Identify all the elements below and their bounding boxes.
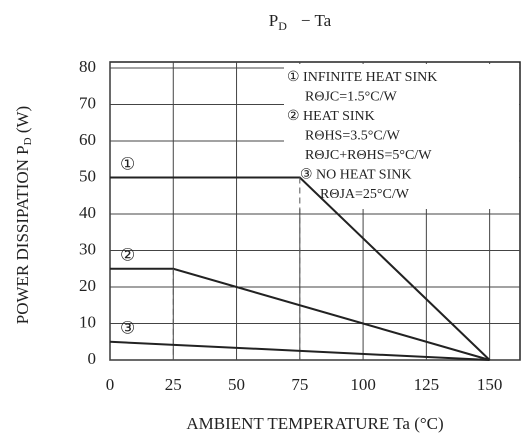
y-label-main: POWER DISSIPATION P bbox=[13, 145, 32, 324]
y-label-sub: D bbox=[22, 137, 34, 145]
y-tick-label: 60 bbox=[79, 130, 96, 149]
chart-title: PD − Ta bbox=[269, 11, 332, 33]
y-tick-label: 30 bbox=[79, 239, 96, 258]
title-rest: − Ta bbox=[301, 11, 332, 30]
x-tick-label: 125 bbox=[414, 375, 440, 394]
y-tick-label: 80 bbox=[79, 57, 96, 76]
annotation: ② HEAT SINK bbox=[287, 109, 375, 124]
series-label: ③ bbox=[120, 319, 135, 338]
legend-box bbox=[284, 64, 519, 209]
annotation: RΘJC=1.5°C/W bbox=[305, 90, 397, 105]
x-tick-label: 25 bbox=[165, 375, 182, 394]
annotation: RΘHS=3.5°C/W bbox=[305, 129, 401, 144]
y-tick-label: 20 bbox=[79, 276, 96, 295]
series-label: ① bbox=[120, 154, 135, 173]
title-main: P bbox=[269, 11, 278, 30]
x-tick-label: 50 bbox=[228, 375, 245, 394]
x-tick-label: 0 bbox=[106, 375, 115, 394]
y-tick-label: 0 bbox=[88, 349, 97, 368]
y-tick-label: 50 bbox=[79, 166, 96, 185]
y-tick-label: 10 bbox=[79, 312, 96, 331]
y-tick-label: 70 bbox=[79, 93, 96, 112]
annotation: RΘJC+RΘHS=5°C/W bbox=[305, 148, 432, 163]
series-label: ② bbox=[120, 246, 135, 265]
annotation: ③ NO HEAT SINK bbox=[300, 168, 411, 183]
series-line bbox=[109, 340, 490, 361]
x-tick-label: 100 bbox=[350, 375, 376, 394]
y-axis-label: POWER DISSIPATION PD (W) bbox=[13, 106, 34, 324]
annotation: RΘJA=25°C/W bbox=[320, 187, 410, 202]
y-tick-label: 40 bbox=[79, 203, 96, 222]
title-sub: D bbox=[278, 19, 287, 33]
x-tick-label: 75 bbox=[291, 375, 308, 394]
y-label-rest: (W) bbox=[13, 106, 32, 138]
x-tick-label: 150 bbox=[477, 375, 503, 394]
annotation: ① INFINITE HEAT SINK bbox=[287, 70, 437, 85]
x-axis-label: AMBIENT TEMPERATURE Ta (°C) bbox=[186, 414, 443, 433]
